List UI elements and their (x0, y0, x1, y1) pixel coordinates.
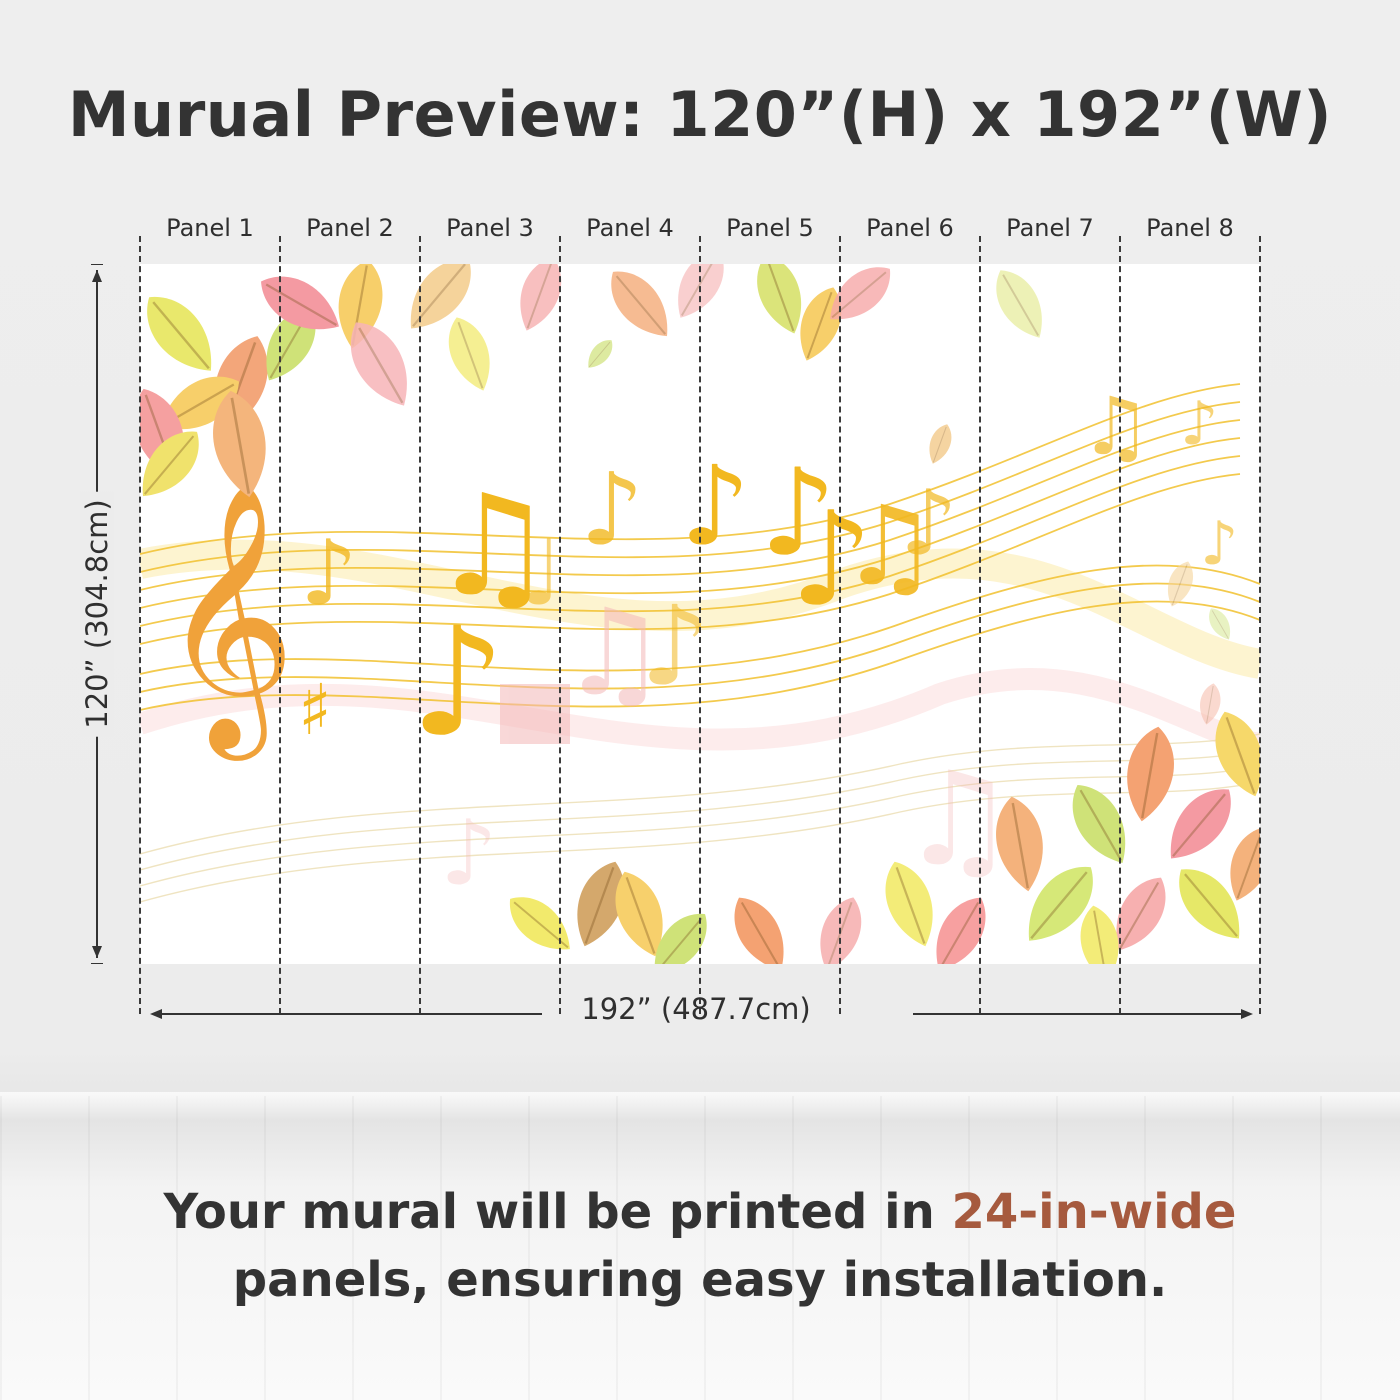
svg-text:♫: ♫ (430, 465, 556, 628)
svg-text:♪: ♪ (640, 582, 710, 710)
panel-label-7: Panel 7 (1006, 214, 1094, 242)
svg-text:♫: ♫ (900, 743, 1017, 895)
svg-text:♪: ♪ (1200, 509, 1238, 579)
panel-seam-line (699, 236, 701, 1014)
panel-seam-line (419, 236, 421, 1014)
svg-text:♫: ♫ (1080, 380, 1152, 473)
panel-label-6: Panel 6 (866, 214, 954, 242)
height-dimension-label: 120” (304.8cm) (80, 491, 114, 737)
arrow-down-icon (92, 946, 102, 958)
svg-text:𝄞: 𝄞 (160, 482, 296, 761)
caption-highlight: 24-in-wide (951, 1184, 1237, 1240)
svg-text:♪: ♪ (300, 521, 357, 626)
sharp-icon: ♯ (298, 669, 332, 751)
svg-text:♪: ♪ (1180, 389, 1218, 459)
svg-text:♪: ♪ (440, 801, 497, 906)
panel-label-8: Panel 8 (1146, 214, 1234, 242)
panel-seam-line (139, 236, 141, 1014)
width-dimension-label: 192” (487.7cm) (581, 992, 811, 1026)
svg-text:♪: ♪ (580, 451, 644, 568)
caption-text-part2: panels, ensuring easy installation. (232, 1252, 1168, 1308)
svg-text:♫: ♫ (560, 584, 668, 723)
caption-text-part1: Your mural will be printed in (163, 1184, 952, 1240)
panel-label-1: Panel 1 (166, 214, 254, 242)
width-arrow-right (913, 1009, 1253, 1019)
panel-seam-line (1259, 236, 1261, 1014)
svg-text:♪: ♪ (790, 483, 873, 635)
svg-text:♫: ♫ (840, 482, 939, 610)
panel-label-5: Panel 5 (726, 214, 814, 242)
svg-text:♪: ♪ (680, 442, 750, 570)
panel-seam-line (1119, 236, 1121, 1014)
arrow-left-icon (150, 1009, 162, 1019)
leaf-icon (497, 703, 1260, 964)
page-title: Murual Preview: 120”(H) x 192”(W) (67, 78, 1333, 151)
treble-clef-icon: 𝄞 (160, 482, 296, 761)
svg-text:♩: ♩ (520, 521, 562, 626)
panel-seam-line (279, 236, 281, 1014)
svg-text:♪: ♪ (900, 471, 957, 576)
arrow-right-icon (1241, 1009, 1253, 1019)
wood-floor (0, 1096, 1400, 1400)
panel-label-4: Panel 4 (586, 214, 674, 242)
width-arrow-left (150, 1009, 542, 1019)
panel-seam-line (839, 236, 841, 1014)
svg-text:♪: ♪ (410, 596, 506, 770)
arrow-up-icon (92, 270, 102, 282)
music-note-icon: ♪ ♫ ♪ ♪ ♪ ♪ ♪ ♫ ♪ ♪ ♩ ♫ ♪ ♪ (300, 380, 1238, 770)
svg-text:♪: ♪ (760, 444, 837, 583)
panel-seam-line (559, 236, 561, 1014)
panel-label-3: Panel 3 (446, 214, 534, 242)
panel-seam-line (979, 236, 981, 1014)
caption: Your mural will be printed in 24-in-wide… (0, 1178, 1400, 1314)
panel-label-2: Panel 2 (306, 214, 394, 242)
